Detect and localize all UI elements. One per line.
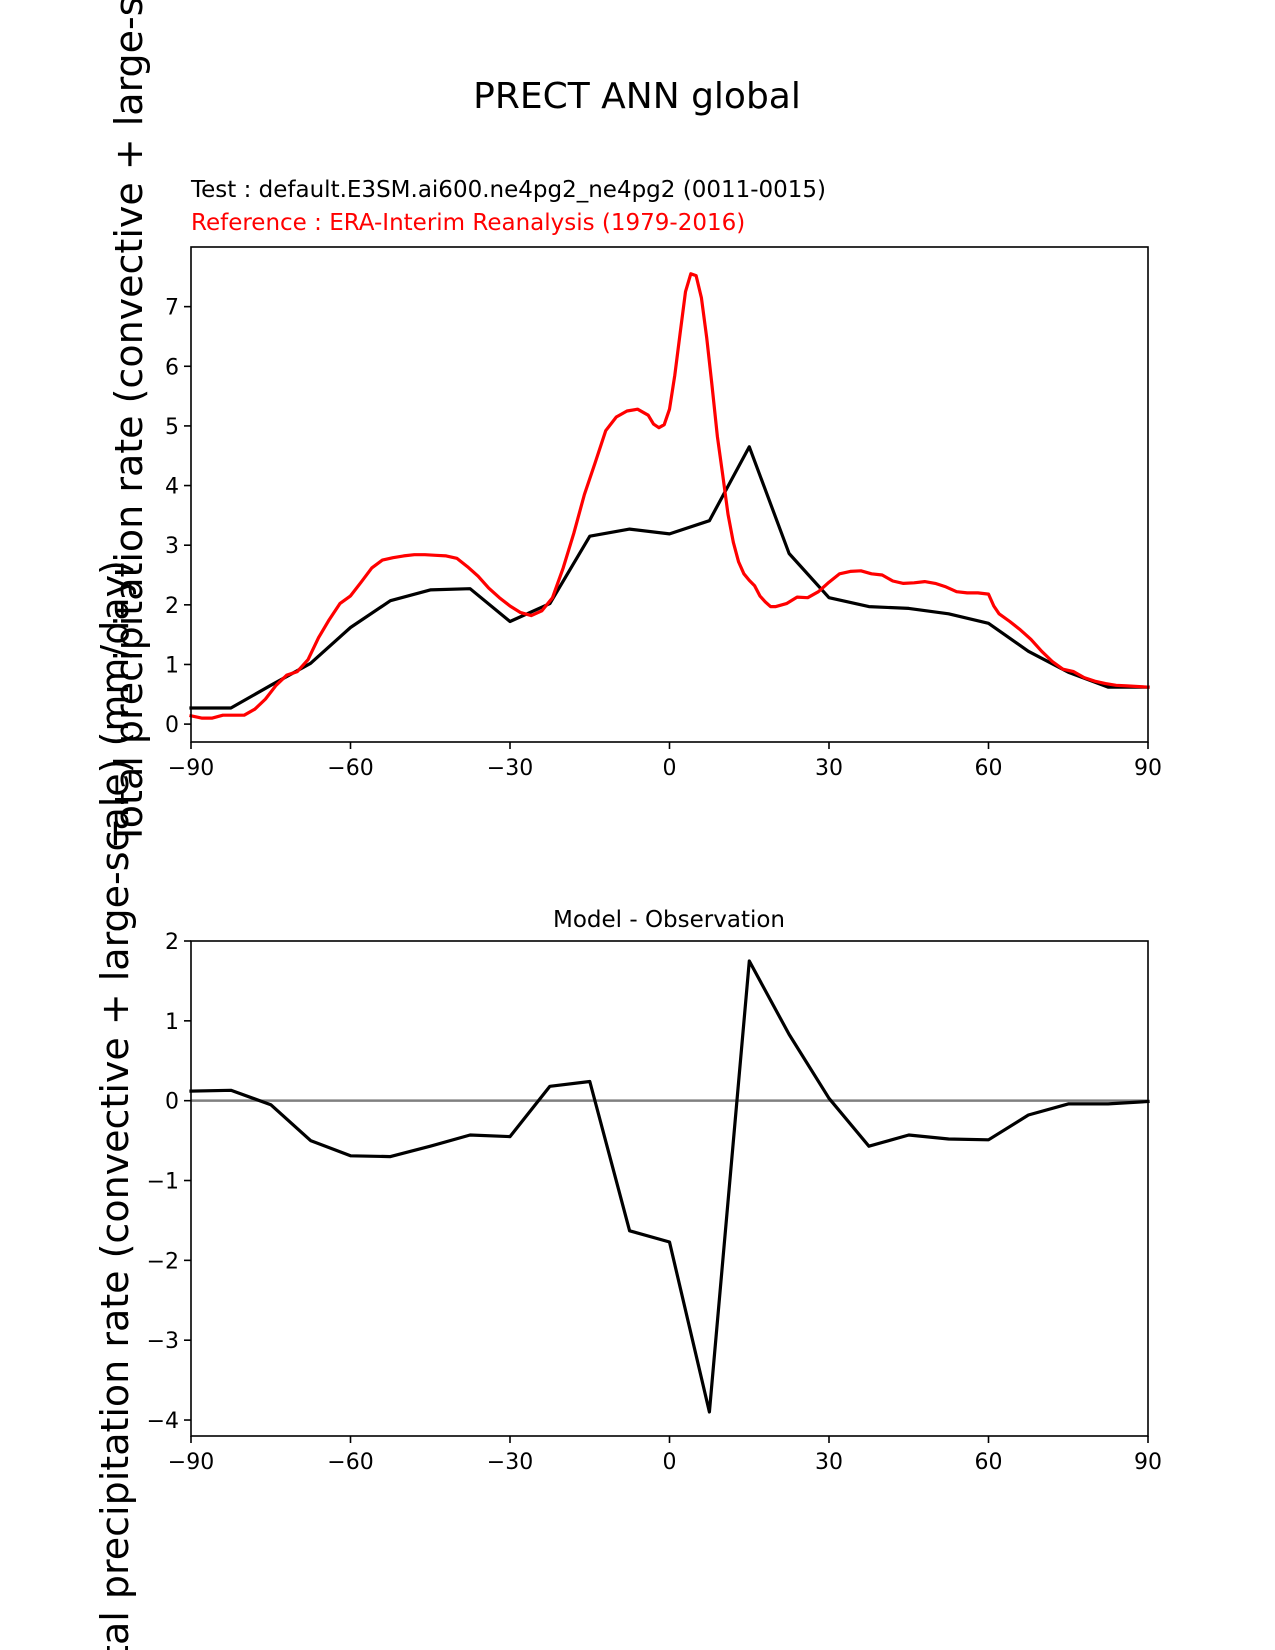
- bottom-ytick-label: −3: [147, 1329, 179, 1354]
- test-label: Test : default.E3SM.ai600.ne4pg2_ne4pg2 …: [190, 177, 826, 203]
- bottom-xtick-label: 0: [663, 1450, 677, 1475]
- top-xtick-label: 90: [1134, 756, 1162, 781]
- bottom-panel-title: Model - Observation: [553, 907, 785, 933]
- bottom-ytick-label: 1: [165, 1010, 179, 1035]
- top-xtick-label: 30: [815, 756, 843, 781]
- bottom-ytick-label: 0: [165, 1090, 179, 1115]
- top-xtick-label: −60: [327, 756, 373, 781]
- top-test-series-line: [189, 445, 1150, 710]
- bottom-xtick-label: −60: [327, 1450, 373, 1475]
- reference-label: Reference : ERA-Interim Reanalysis (1979…: [191, 210, 745, 236]
- top-ytick-label: 7: [165, 296, 179, 321]
- bottom-xtick-label: 30: [815, 1450, 843, 1475]
- top-ytick-label: 5: [165, 415, 179, 440]
- bottom-difference-series-line: [189, 959, 1150, 1414]
- bottom-ytick-label: −1: [147, 1170, 179, 1195]
- top-xtick-label: −30: [487, 756, 533, 781]
- bottom-panel-ylabel: Total precipitation rate (convective + l…: [93, 560, 137, 1650]
- bottom-ytick-label: −2: [147, 1249, 179, 1274]
- top-panel: −90 −60 −30 0 30 60 90 0 1 2 3 4 5 6 7: [165, 246, 1162, 781]
- top-panel-ylabel: Total precipitation rate (convective + l…: [107, 0, 151, 846]
- figure-title: PRECT ANN global: [473, 76, 801, 117]
- bottom-ytick-label: −4: [147, 1409, 179, 1434]
- top-reference-series-line: [189, 272, 1150, 720]
- bottom-xtick-label: −30: [487, 1450, 533, 1475]
- top-xtick-label: −90: [168, 756, 214, 781]
- bottom-ytick-label: 2: [165, 930, 179, 955]
- bottom-xtick-label: 60: [975, 1450, 1003, 1475]
- top-xtick-label: 0: [663, 756, 677, 781]
- top-ytick-label: 1: [165, 653, 179, 678]
- bottom-xtick-label: −90: [168, 1450, 214, 1475]
- top-xtick-label: 60: [975, 756, 1003, 781]
- bottom-panel: −90 −60 −30 0 30 60 90 −4 −3 −2 −1 0 1 2: [147, 930, 1162, 1475]
- top-ytick-label: 4: [165, 475, 179, 500]
- top-ytick-label: 0: [165, 713, 179, 738]
- top-ytick-label: 2: [165, 594, 179, 619]
- bottom-xtick-label: 90: [1134, 1450, 1162, 1475]
- top-ytick-label: 6: [165, 355, 179, 380]
- top-ytick-label: 3: [165, 534, 179, 559]
